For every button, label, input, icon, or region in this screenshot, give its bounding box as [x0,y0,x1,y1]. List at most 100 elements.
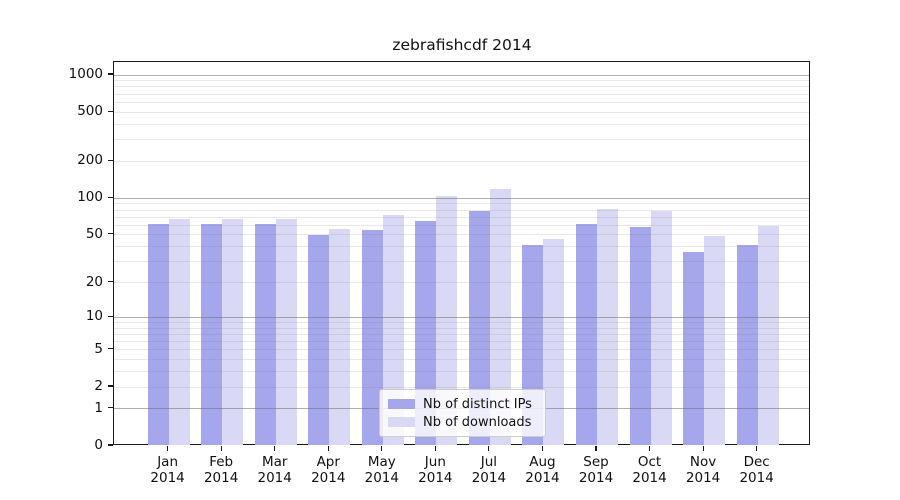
x-tick-label: Dec 2014 [725,454,789,486]
gridline-minor [114,86,809,88]
gridline-minor [114,160,809,162]
legend-label-distinct-ips: Nb of distinct IPs [423,396,532,412]
x-tick-label: Feb 2014 [189,454,253,486]
x-tick-month: Jan [157,454,178,470]
x-tick-year: 2014 [525,470,560,486]
y-tick-label: 1 [94,399,103,416]
bar-nb-of-downloads-mar [275,219,297,445]
x-tick-year: 2014 [257,470,292,486]
bar-nb-of-distinct-ips-oct [629,227,651,445]
legend-item-distinct-ips: Nb of distinct IPs [388,397,537,412]
bar-nb-of-distinct-ips-nov [683,252,705,445]
legend-swatch-downloads [388,417,415,427]
y-tick-label: 50 [85,225,103,242]
x-tick-year: 2014 [150,470,185,486]
y-tickmark [108,233,113,235]
bars-layer [114,62,809,445]
gridline-minor [114,209,809,211]
gridline-minor [114,327,809,329]
x-tick-year: 2014 [739,470,774,486]
x-tick-month: Apr [316,454,340,470]
bar-nb-of-distinct-ips-jan [147,223,169,445]
gridline-major [114,74,809,76]
x-tickmark [702,446,704,451]
x-tick-label: May 2014 [350,454,414,486]
grid-layer [114,62,809,444]
gridline-major [114,316,809,318]
x-tick-month: Dec [743,454,770,470]
y-tickmark [108,73,113,75]
x-tick-month: Mar [261,454,288,470]
gridline-minor [114,341,809,342]
bar-nb-of-distinct-ips-apr [308,234,330,445]
x-tick-year: 2014 [311,470,346,486]
bar-nb-of-downloads-feb [222,218,244,445]
bar-nb-of-distinct-ips-sep [576,224,597,445]
gridline-minor [114,321,809,323]
gridline-minor [114,139,809,141]
x-tick-month: Aug [529,454,556,470]
x-tick-label: Apr 2014 [296,454,360,486]
y-tick-label: 5 [94,340,103,357]
y-tick-label: 10 [85,308,103,325]
x-tickmark [434,446,436,451]
gridline-minor [114,80,809,82]
gridline-minor [114,111,809,113]
x-tickmark [274,446,276,451]
x-tick-month: Sep [583,454,609,470]
bar-nb-of-downloads-apr [329,228,351,445]
x-tick-month: Oct [637,454,662,470]
gridline-minor [114,216,809,218]
gridline-minor [114,123,809,125]
x-tick-month: May [367,454,396,470]
x-tick-label: Sep 2014 [564,454,628,486]
bar-nb-of-distinct-ips-dec [736,245,758,445]
gridline-minor [114,234,809,236]
x-tickmark [381,446,383,451]
x-tick-label: Nov 2014 [671,454,735,486]
y-tick-label: 0 [94,437,103,453]
gridline-minor [114,93,809,95]
y-tickmark [108,315,113,317]
x-tick-month: Jun [424,454,446,470]
x-tick-month: Feb [209,454,234,470]
y-tickmark [108,385,113,387]
gridline-minor [114,349,809,351]
bar-nb-of-downloads-oct [650,210,672,445]
x-tickmark [167,446,169,451]
bar-nb-of-downloads-dec [757,226,779,445]
bar-nb-of-downloads-nov [704,235,726,445]
y-tickmark [108,159,113,161]
y-tick-label: 1000 [68,66,103,82]
y-tickmark [108,110,113,112]
bar-nb-of-downloads-jan [168,218,190,445]
gridline-minor [114,261,809,263]
x-tickmark [595,446,597,451]
gridline-major [114,197,809,199]
x-tick-label: Jan 2014 [136,454,200,486]
x-tickmark [756,446,758,451]
bar-nb-of-distinct-ips-mar [254,224,276,445]
x-tick-label: Jun 2014 [403,454,467,486]
x-tickmark [488,446,490,451]
legend-item-downloads: Nb of downloads [388,415,537,430]
legend: Nb of distinct IPs Nb of downloads [379,389,546,437]
gridline-minor [114,246,809,248]
x-tick-label: Oct 2014 [618,454,682,486]
y-tick-label: 100 [77,189,103,206]
gridline-minor [114,101,809,103]
gridline-minor [114,203,809,205]
x-tick-month: Nov [689,454,717,470]
y-tickmark [108,407,113,409]
gridline-minor [114,371,809,373]
x-tickmark [327,446,329,451]
chart-title: zebrafishcdf 2014 [392,36,532,54]
y-tick-label: 2 [94,378,103,394]
x-tick-year: 2014 [685,470,721,486]
legend-swatch-distinct-ips [388,399,415,409]
x-tick-label: Mar 2014 [243,454,307,486]
x-tick-year: 2014 [203,470,239,486]
gridline-minor [114,333,809,335]
y-tickmark [108,196,113,198]
